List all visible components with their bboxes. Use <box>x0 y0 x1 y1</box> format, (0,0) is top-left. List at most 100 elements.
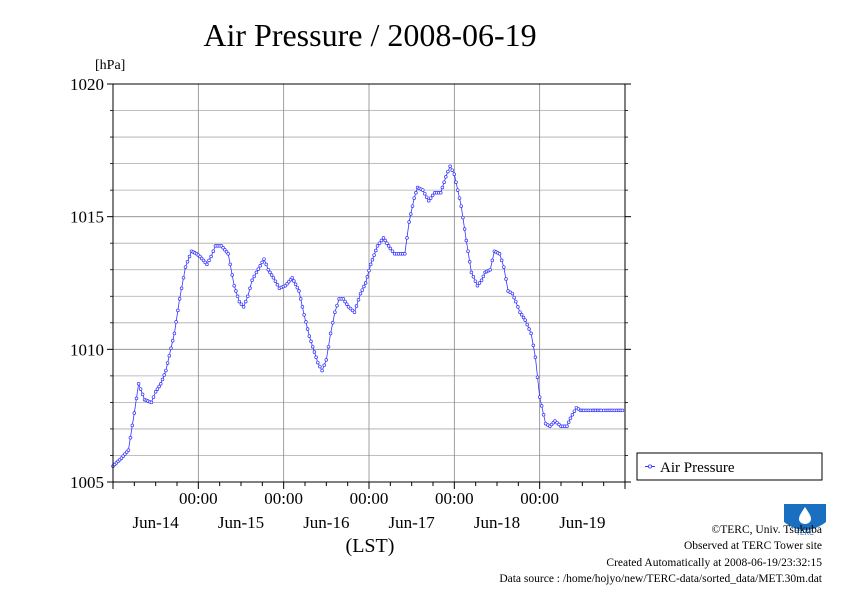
y-axis-unit-label: [hPa] <box>95 58 125 73</box>
x-date-tick-label: Jun-16 <box>303 513 349 532</box>
data-point <box>335 303 339 308</box>
y-tick-label: 1010 <box>70 340 104 359</box>
data-point <box>246 294 250 299</box>
data-point <box>151 395 156 399</box>
data-point <box>312 350 317 354</box>
data-point <box>363 281 368 285</box>
data-point <box>370 258 375 262</box>
data-point <box>565 424 569 429</box>
y-tick-label: 1015 <box>70 208 104 227</box>
data-point <box>457 196 462 200</box>
data-point <box>502 265 506 269</box>
data-point <box>237 299 242 304</box>
data-point <box>292 279 296 283</box>
data-point <box>205 262 209 267</box>
chart-title: Air Pressure / 2008-06-19 <box>203 17 536 53</box>
x-date-tick-label: Jun-14 <box>133 513 180 532</box>
x-date-tick-label: Jun-17 <box>389 513 436 532</box>
data-point <box>260 260 264 265</box>
data-point <box>226 252 230 256</box>
data-point <box>167 353 172 358</box>
data-point <box>264 262 268 267</box>
data-point <box>320 368 324 373</box>
data-point <box>442 180 446 184</box>
data-point <box>356 298 361 302</box>
data-point <box>271 275 276 280</box>
x-date-tick-label: Jun-15 <box>218 513 264 532</box>
data-point <box>379 238 384 243</box>
terc-logo: TERC <box>784 504 826 537</box>
data-point <box>481 274 486 279</box>
data-point <box>176 308 180 313</box>
data-point <box>165 361 170 365</box>
data-point <box>354 304 359 308</box>
legend-marker-swatch <box>648 464 653 469</box>
data-point <box>568 416 573 421</box>
data-point <box>440 185 445 190</box>
data-point <box>243 299 248 304</box>
series-air-pressure <box>111 164 625 468</box>
footer-source: Data source : /home/hojyo/new/TERC-data/… <box>499 573 822 585</box>
plot-frame <box>112 83 626 483</box>
data-point <box>252 274 256 279</box>
data-point <box>385 241 389 245</box>
data-point <box>531 343 536 348</box>
data-point <box>316 360 320 365</box>
data-point <box>454 180 458 184</box>
data-point <box>514 299 518 304</box>
data-point <box>302 313 306 317</box>
data-point <box>469 270 474 275</box>
data-point <box>239 302 244 306</box>
data-point <box>157 384 161 389</box>
data-point <box>268 270 272 275</box>
data-point <box>183 265 188 269</box>
data-point <box>446 169 450 174</box>
data-point <box>235 294 240 299</box>
data-point <box>262 257 266 261</box>
data-point <box>381 236 386 240</box>
x-axis-label: (LST) <box>346 535 395 557</box>
data-point <box>333 310 337 314</box>
data-point <box>464 238 469 243</box>
data-point <box>374 248 378 253</box>
footer-observed: Observed at TERC Tower site <box>684 540 822 552</box>
data-point <box>132 411 137 415</box>
data-point <box>533 355 538 360</box>
footer-created: Created Automatically at 2008-06-19/23:3… <box>606 557 822 569</box>
data-point <box>412 196 416 200</box>
data-point <box>405 236 409 240</box>
data-point <box>322 363 326 368</box>
data-point <box>566 420 571 425</box>
data-point <box>241 305 246 309</box>
data-point <box>136 382 141 386</box>
data-point <box>525 322 529 327</box>
data-point <box>358 291 363 296</box>
data-point <box>407 220 411 224</box>
data-point <box>254 270 259 275</box>
data-point <box>523 318 527 322</box>
data-point <box>230 273 234 277</box>
data-point <box>390 249 395 253</box>
data-point <box>375 244 380 248</box>
data-point <box>537 395 542 399</box>
data-point <box>207 258 211 263</box>
x-axis-ticks: 00:00 00:00 00:00 00:00 00:00 Jun-14 Jun-15 Jun… <box>112 482 626 532</box>
data-point <box>386 244 391 248</box>
data-point <box>170 339 175 343</box>
footer-copyright: ©TERC, Univ. Tsukuba <box>712 524 822 536</box>
data-point <box>169 346 173 351</box>
data-point <box>307 334 312 338</box>
legend: Air Pressure <box>636 452 823 481</box>
data-point <box>535 375 540 379</box>
x-time-tick-label: 00:00 <box>264 489 303 508</box>
data-point <box>367 268 371 273</box>
x-date-tick-label: Jun-19 <box>559 513 605 532</box>
data-point <box>228 262 232 267</box>
data-point <box>159 382 163 386</box>
x-time-tick-label: 00:00 <box>520 489 559 508</box>
data-point <box>452 172 457 176</box>
data-point <box>162 373 166 377</box>
data-point <box>444 175 448 179</box>
data-point <box>360 288 364 292</box>
data-point <box>372 253 376 257</box>
